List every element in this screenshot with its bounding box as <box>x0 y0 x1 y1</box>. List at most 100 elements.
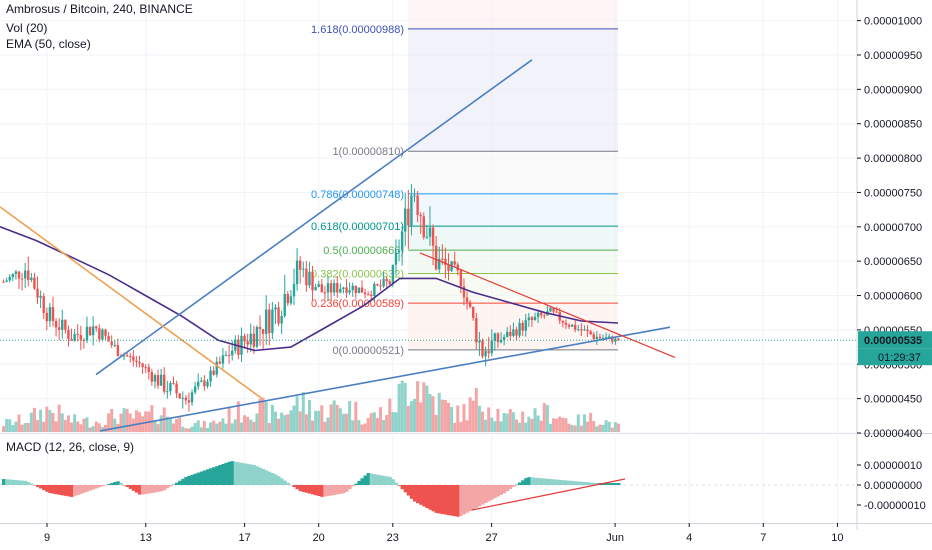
volume-bar <box>487 407 491 432</box>
volume-bar <box>465 420 469 432</box>
volume-bar <box>51 412 55 432</box>
fib-level-label: 0.618(0.00000701) <box>311 221 404 233</box>
candle-body <box>428 227 432 237</box>
macd-bar <box>613 483 618 485</box>
candle-body <box>345 287 348 293</box>
candle-body <box>147 367 150 373</box>
candle-body <box>379 285 382 287</box>
macd-bar <box>239 462 244 485</box>
price-axis[interactable]: 0.00001000 0.00000950 0.00000900 0.00000850… <box>856 0 926 530</box>
macd-bar <box>165 485 170 489</box>
macd-bar <box>100 485 105 487</box>
macd-bar <box>468 485 473 512</box>
macd-bar <box>82 485 86 493</box>
candle-body <box>5 280 8 282</box>
volume-bar <box>375 418 379 432</box>
macd-bar <box>539 478 544 485</box>
candle-body <box>336 283 339 293</box>
volume-bar <box>193 423 197 432</box>
volume-bar <box>499 421 503 432</box>
volume-bar <box>107 413 111 432</box>
fib-zone <box>408 250 618 274</box>
candle-body <box>197 381 200 387</box>
macd-bar <box>88 485 93 491</box>
candle-body <box>453 261 456 265</box>
candle-body <box>302 268 305 270</box>
macd-bar <box>363 475 368 485</box>
candle-body <box>51 307 55 321</box>
macd-bar <box>552 479 556 485</box>
candle-body <box>42 295 45 313</box>
volume-bar <box>508 408 512 432</box>
candle-body <box>506 331 509 337</box>
candle-body <box>481 340 484 357</box>
volume-bar <box>527 416 531 432</box>
volume-bar <box>329 404 333 432</box>
candle-body <box>573 324 577 330</box>
macd-bar <box>502 485 507 494</box>
candle-body <box>231 350 234 356</box>
candle-body <box>366 294 370 296</box>
time-tick-label: 20 <box>313 532 325 544</box>
volume-bar <box>5 418 9 432</box>
volume-bar <box>36 420 40 432</box>
macd-bar <box>604 483 609 485</box>
symbol-legend[interactable]: Ambrosus / Bitcoin, 240, BINANCE <box>6 2 193 16</box>
candle-body <box>530 317 534 321</box>
macd-bar <box>283 480 287 485</box>
macd-bar <box>616 483 621 485</box>
price-tick-label: 0.00000950 <box>864 50 922 62</box>
volume-bar <box>128 413 132 432</box>
ema-legend[interactable]: EMA (50, close) <box>6 37 91 51</box>
countdown-label: 01:29:37 <box>878 352 921 364</box>
macd-bar <box>360 478 364 485</box>
candle-body <box>400 231 404 251</box>
macd-bar <box>11 479 15 485</box>
volume-legend[interactable]: Vol (20) <box>6 21 47 35</box>
macd-bar <box>236 462 241 485</box>
volume-bar <box>14 421 18 432</box>
candle-body <box>536 312 540 317</box>
volume-bar <box>119 413 123 432</box>
volume-bar <box>301 392 305 432</box>
candle-body <box>141 363 144 368</box>
volume-bar <box>484 419 488 432</box>
volume-bar <box>218 421 222 432</box>
candle-body <box>360 287 364 293</box>
volume-bar <box>456 405 460 432</box>
macd-bar <box>338 485 343 494</box>
candle-body <box>280 316 283 324</box>
candle-body <box>475 317 478 343</box>
macd-bar <box>465 485 469 513</box>
candle-body <box>30 277 33 281</box>
trendlines <box>0 59 676 432</box>
candle-body <box>363 292 367 295</box>
macd-bar <box>493 485 497 499</box>
macd-bar <box>23 480 28 485</box>
candle-body <box>268 309 271 334</box>
volume-bar <box>474 388 478 432</box>
macd-bar <box>159 485 164 492</box>
macd-bar <box>375 474 380 485</box>
candle-body <box>138 362 141 364</box>
macd-bar <box>221 463 225 485</box>
macd-legend[interactable]: MACD (12, 26, close, 9) <box>6 440 134 454</box>
macd-bar <box>434 485 439 513</box>
macd-bar <box>477 485 482 507</box>
fib-zone <box>408 151 618 194</box>
volume-bar <box>57 404 61 432</box>
volume-bar <box>48 410 52 432</box>
candle-body <box>110 341 113 346</box>
macd-bar <box>298 485 303 492</box>
candle-body <box>462 286 466 298</box>
macd-bar <box>270 473 275 485</box>
volume-bar <box>264 401 268 432</box>
volume-bar <box>567 423 571 432</box>
macd-bar <box>422 485 426 507</box>
candle-body <box>376 283 379 286</box>
time-axis[interactable]: 9 13 17 20 23 27 Jun 4 7 10 <box>0 523 932 544</box>
candle-body <box>122 355 126 357</box>
macd-bar <box>147 485 151 494</box>
volume-bar <box>20 424 24 432</box>
